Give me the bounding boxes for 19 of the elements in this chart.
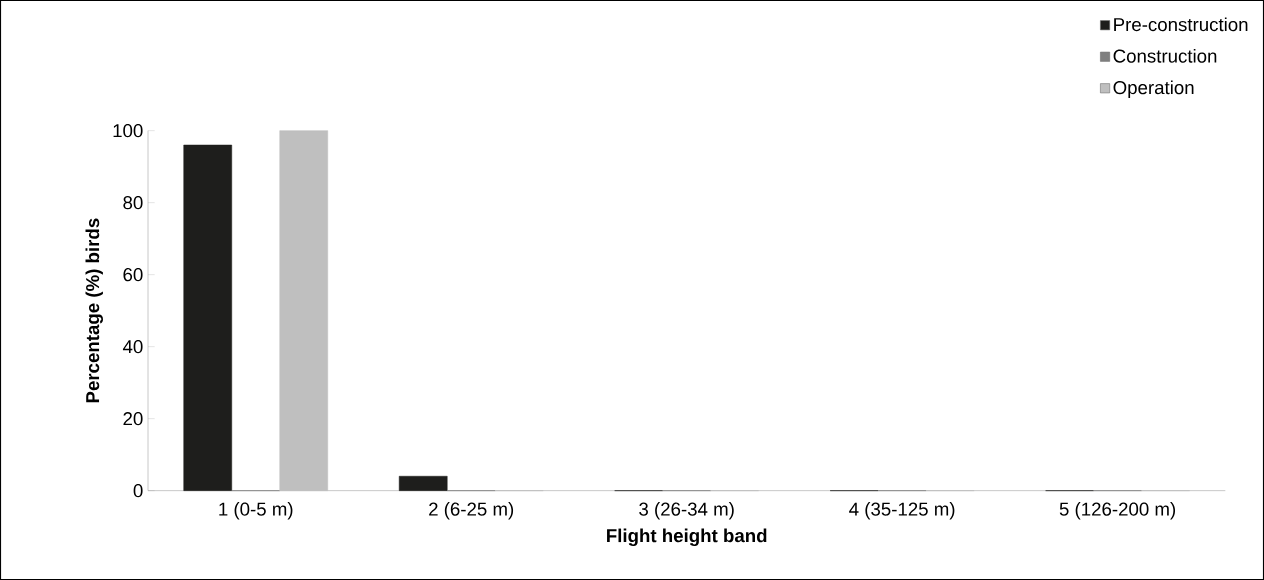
y-tick-label: 20 <box>123 412 143 426</box>
x-tick-label: 1 (0-5 m) <box>219 502 293 520</box>
y-tick-label: 0 <box>133 484 143 498</box>
y-tick-label: 80 <box>123 196 143 210</box>
bar <box>279 130 329 491</box>
bar <box>183 144 233 491</box>
y-tick-label: 60 <box>123 268 143 282</box>
x-tick-label: 5 (126-200 m) <box>1059 502 1176 520</box>
y-tick-label: 100 <box>113 124 143 138</box>
x-tick-label: 4 (35-125 m) <box>849 502 955 520</box>
y-axis-title: Percentage (%) birds <box>85 218 103 403</box>
x-tick-label: 3 (26-34 m) <box>639 502 734 520</box>
x-axis-title: Flight height band <box>607 528 767 547</box>
legend-label: Pre-construction <box>1114 17 1248 32</box>
legend-label: Operation <box>1113 80 1194 98</box>
y-tick-label: 40 <box>122 340 143 354</box>
x-tick-label: 2 (6-25 m) <box>429 502 514 520</box>
legend-label: Construction <box>1113 48 1217 63</box>
bar <box>398 475 448 491</box>
